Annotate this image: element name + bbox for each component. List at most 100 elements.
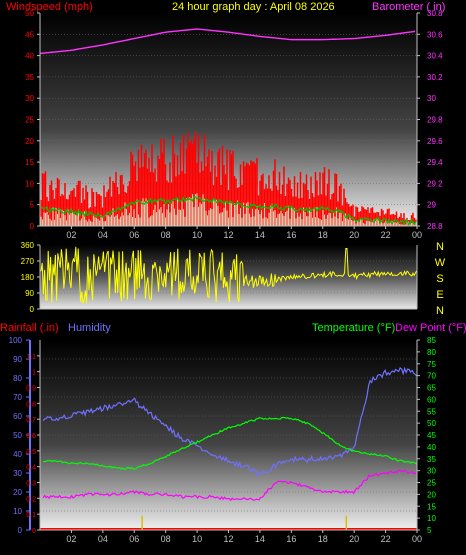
temperature-y-tick-label: 50 [427,419,436,428]
climate-panel-background [40,340,417,530]
x-tick-label: 04 [98,230,108,240]
x-tick-label: 20 [349,230,359,240]
dewpoint-axis-title: Dew Point (°F) [395,322,466,334]
windspeed-average-series [40,196,417,226]
temperature-y-tick-label: 55 [427,407,436,416]
direction-panel-background [40,245,417,309]
barometer-y-tick-label: 28.8 [427,222,443,231]
humidity-line [42,366,418,478]
barometer-y-tick-label: 29.2 [427,179,443,188]
compass-letter-n: N [436,305,444,317]
wind-y-tick-label: 0 [30,222,35,231]
rainfall-y-tick-label: 0.1 [26,512,36,519]
wind-direction-series [40,246,418,304]
wind-y-tick-label: 30 [25,94,34,103]
wind-y-tick-label: 20 [25,137,34,146]
rainfall-y-tick-label: 0 [32,528,36,535]
x-tick-label: 08 [161,230,171,240]
temperature-y-tick-label: 65 [427,384,436,393]
wind-y-tick-label: 40 [25,52,34,61]
humidity-y-tick-label: 0 [18,526,23,535]
humidity-y-tick-label: 100 [9,336,23,345]
x-tick-label: 12 [223,230,233,240]
x-tick-label: 12 [223,534,233,544]
rainfall-y-tick-label: 1.1 [26,354,36,361]
wind-y-tick-label: 50 [25,9,34,18]
rainfall-y-tick-label: 0.7 [26,417,36,424]
direction-y-tick-label: 270 [21,257,35,266]
chart-main-title: 24 hour graph day : April 08 2026 [172,1,335,13]
x-tick-label: 22 [381,230,391,240]
x-tick-label: 08 [161,534,171,544]
humidity-y-tick-label: 60 [13,412,22,421]
compass-letter-w: W [435,257,446,269]
direction-y-tick-label: 180 [21,273,35,282]
climate-panel-axes: 010203040506070809010000.10.20.30.40.50.… [9,336,437,544]
wind-axis-title: Windspeed (mph) [6,1,93,13]
temperature-series [43,416,417,470]
temperature-y-tick-label: 60 [427,395,436,404]
x-tick-label: 22 [381,534,391,544]
barometer-y-tick-label: 30.2 [427,73,443,82]
temperature-y-tick-label: 75 [427,360,436,369]
barometer-y-tick-label: 29.6 [427,137,443,146]
x-tick-label: 06 [129,230,139,240]
x-tick-label: 18 [318,230,328,240]
x-tick-label: 06 [129,534,139,544]
wind-y-tick-label: 25 [25,116,34,125]
compass-letter-e: E [436,289,443,301]
barometer-y-tick-label: 30.6 [427,30,443,39]
humidity-y-tick-label: 90 [13,355,22,364]
temperature-y-tick-label: 5 [427,526,432,535]
direction-y-tick-label: 360 [21,241,35,250]
rainfall-y-tick-label: 0.9 [26,386,36,393]
temperature-y-tick-label: 85 [427,336,436,345]
temperature-y-tick-label: 35 [427,455,436,464]
barometer-y-tick-label: 29.8 [427,116,443,125]
barometer-series [39,28,416,55]
temperature-y-tick-label: 40 [427,443,436,452]
rainfall-axis-title: Rainfall (.in) [0,322,59,334]
direction-y-tick-label: 0 [30,305,35,314]
x-tick-label: 14 [255,534,265,544]
x-tick-label: 04 [98,534,108,544]
x-tick-label: 20 [349,534,359,544]
barometer-axis-title: Barometer ( in) [372,1,445,13]
humidity-y-tick-label: 50 [13,431,22,440]
rainfall-y-tick-label: 0.3 [26,481,36,488]
barometer-y-tick-label: 29.4 [427,158,443,167]
compass-letter-s: S [436,273,443,285]
temperature-y-tick-label: 20 [427,490,436,499]
rainfall-series [40,515,417,530]
humidity-axis-title: Humidity [68,322,111,334]
wind-y-tick-label: 5 [30,201,35,210]
compass-letter-n: N [436,241,444,253]
barometer-y-tick-label: 29 [427,201,436,210]
direction-panel-axes: 0 90 180 270 360 [21,241,418,314]
x-tick-label: 16 [286,534,296,544]
rainfall-y-tick-label: 0.6 [26,433,36,440]
rainfall-y-tick-label: 0.8 [26,401,36,408]
temperature-y-tick-label: 30 [427,467,436,476]
barometer-y-tick-label: 30.4 [427,52,443,61]
humidity-y-tick-label: 40 [13,450,22,459]
barometer-y-tick-label: 30 [427,94,436,103]
temperature-y-tick-label: 15 [427,502,436,511]
barometer-line [39,28,416,55]
temperature-y-tick-label: 10 [427,514,436,523]
direction-y-tick-label: 90 [25,289,34,298]
temperature-y-tick-label: 45 [427,431,436,440]
rainfall-y-tick-label: 0.4 [26,465,36,472]
rainfall-y-tick-label: 0.2 [26,496,36,503]
temperature-y-tick-label: 25 [427,479,436,488]
wind-direction-line [40,246,418,304]
rainfall-y-tick-label: 0.5 [26,449,36,456]
humidity-y-tick-label: 70 [13,393,22,402]
dewpoint-series [42,469,418,502]
wind-y-tick-label: 35 [25,73,34,82]
rainfall-y-tick-label: 1 [32,370,36,377]
x-tick-label: 10 [192,230,202,240]
x-tick-label: 10 [192,534,202,544]
